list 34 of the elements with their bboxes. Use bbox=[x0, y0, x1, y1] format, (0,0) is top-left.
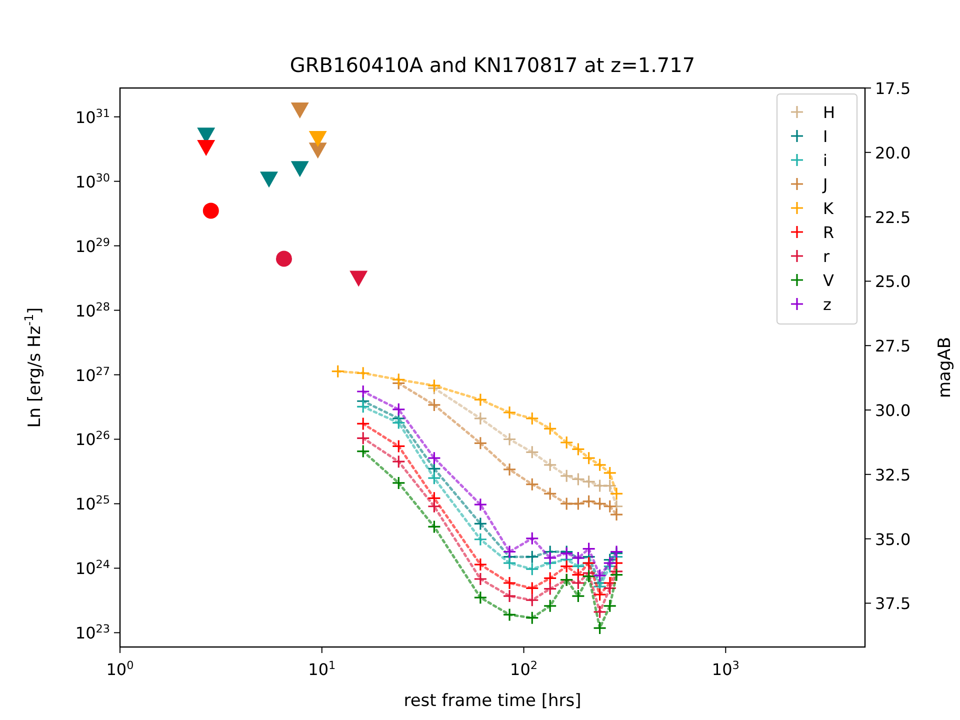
x-tick-label: 10$^{2}$ bbox=[510, 658, 538, 679]
x-axis-title: rest frame time [hrs] bbox=[404, 691, 582, 711]
y-tick-label: 10$^{31}$ bbox=[75, 106, 110, 127]
y2-axis-title: magAB bbox=[935, 336, 955, 398]
y-tick-label: 10$^{27}$ bbox=[75, 364, 110, 385]
x-tick-label: 10$^{0}$ bbox=[106, 658, 134, 679]
y-tick-label: 10$^{25}$ bbox=[75, 493, 110, 514]
y2-tick-label: 25.0 bbox=[875, 272, 911, 292]
y2-tick-label: 17.5 bbox=[875, 79, 911, 98]
y-tick-label: 10$^{29}$ bbox=[75, 235, 110, 256]
legend-label: r bbox=[823, 247, 830, 266]
legend-label: H bbox=[823, 103, 836, 122]
y-tick-label: 10$^{30}$ bbox=[75, 170, 110, 192]
y2-tick-label: 20.0 bbox=[875, 143, 911, 162]
y2-tick-label: 32.5 bbox=[875, 465, 911, 484]
legend-label: K bbox=[823, 199, 834, 218]
chart-title: GRB160410A and KN170817 at z=1.717 bbox=[290, 53, 696, 77]
y2-tick-label: 30.0 bbox=[875, 401, 911, 420]
legend-label: V bbox=[823, 271, 834, 290]
x-tick-label: 10$^{1}$ bbox=[308, 658, 336, 679]
legend-label: I bbox=[823, 127, 828, 146]
y-tick-label: 10$^{26}$ bbox=[75, 428, 110, 450]
legend-label: z bbox=[823, 295, 832, 314]
legend-label: R bbox=[823, 223, 834, 242]
y-tick-label: 10$^{24}$ bbox=[75, 558, 110, 578]
x-tick-label: 10$^{3}$ bbox=[712, 658, 740, 679]
y-tick-label: 10$^{23}$ bbox=[75, 622, 110, 643]
y2-tick-label: 22.5 bbox=[875, 208, 911, 227]
y2-tick-label: 37.5 bbox=[875, 594, 911, 614]
y2-tick-label: 27.5 bbox=[875, 336, 911, 356]
y2-tick-label: 35.0 bbox=[875, 530, 911, 549]
legend-label: J bbox=[822, 175, 828, 194]
legend-label: i bbox=[823, 151, 828, 170]
y-tick-label: 10$^{28}$ bbox=[75, 300, 110, 320]
